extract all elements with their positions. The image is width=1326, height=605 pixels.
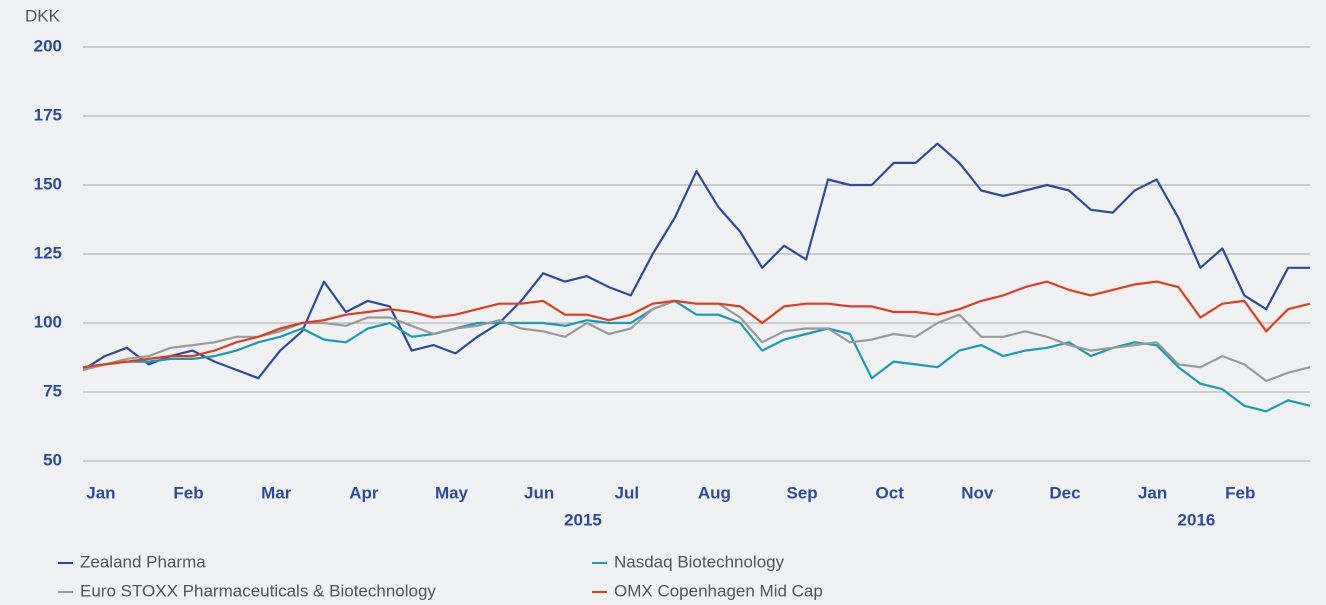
y-unit: DKK — [25, 6, 61, 25]
y-tick-label: 175 — [34, 105, 62, 124]
legend-label: Zealand Pharma — [80, 552, 206, 571]
y-tick-label: 125 — [34, 243, 62, 262]
x-tick-label: Dec — [1049, 483, 1080, 502]
x-tick-label: Jun — [524, 483, 554, 502]
x-tick-label: Jul — [614, 483, 639, 502]
x-tick-label: Feb — [1225, 483, 1255, 502]
x-tick-label: Aug — [698, 483, 731, 502]
x-tick-label: Oct — [876, 483, 905, 502]
series-line — [82, 299, 1311, 413]
x-tick-label: Jan — [86, 483, 115, 502]
x-tick-label: May — [435, 483, 469, 502]
y-tick-label: 100 — [34, 312, 62, 331]
y-tick-label: 75 — [43, 381, 62, 400]
year-label: 2015 — [564, 510, 602, 529]
y-tick-label: 200 — [34, 36, 62, 55]
legend-label: Nasdaq Biotechnology — [614, 552, 785, 571]
series-line — [82, 280, 1311, 369]
x-tick-label: Nov — [961, 483, 994, 502]
x-tick-label: Apr — [349, 483, 379, 502]
x-tick-label: Sep — [786, 483, 817, 502]
y-tick-label: 50 — [43, 450, 62, 469]
series-line — [82, 142, 1310, 380]
legend-label: Euro STOXX Pharmaceuticals & Biotechnolo… — [80, 581, 436, 600]
legend-label: OMX Copenhagen Mid Cap — [614, 581, 823, 600]
x-tick-label: Jan — [1138, 483, 1167, 502]
year-label: 2016 — [1178, 510, 1216, 529]
x-tick-label: Feb — [173, 483, 203, 502]
x-tick-label: Mar — [261, 483, 292, 502]
y-tick-label: 150 — [34, 174, 62, 193]
